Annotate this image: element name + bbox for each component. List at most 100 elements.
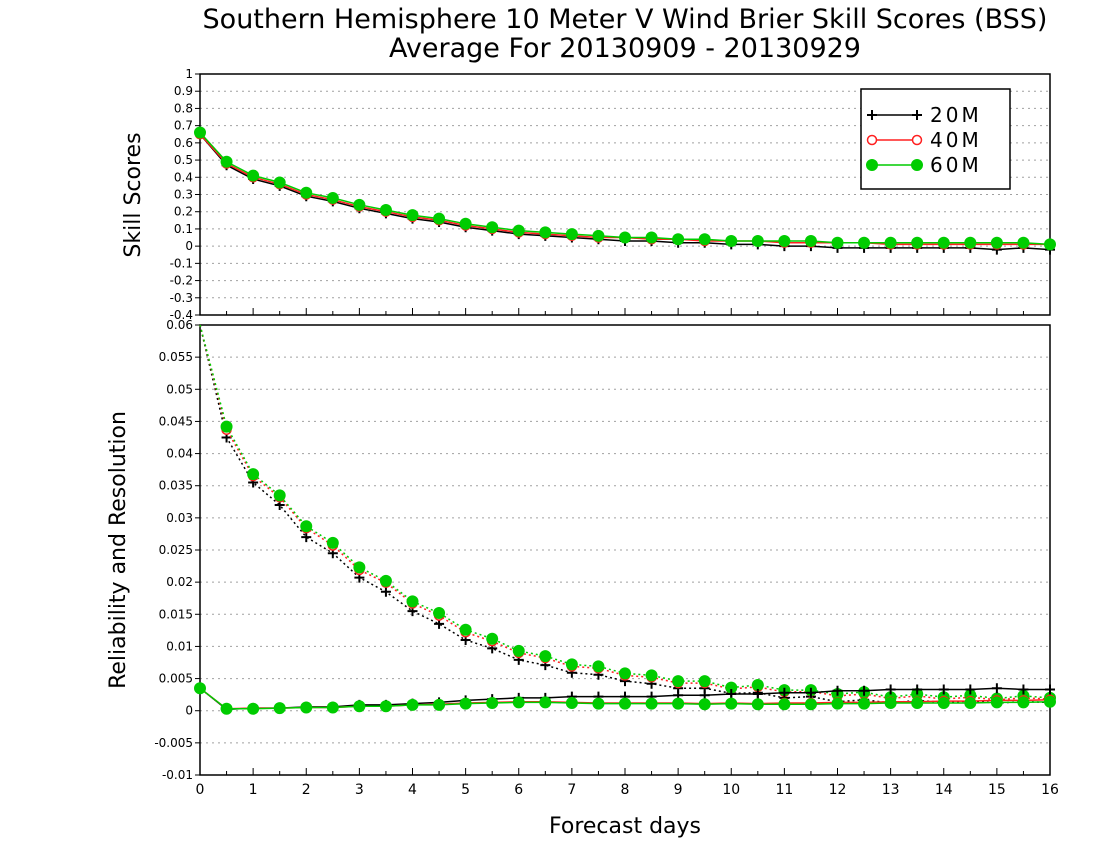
legend-label: 20M xyxy=(930,103,982,127)
series-line xyxy=(199,324,1051,701)
data-point xyxy=(964,236,977,249)
data-point xyxy=(459,623,472,636)
data-point xyxy=(592,660,605,673)
data-point xyxy=(778,698,791,711)
data-point xyxy=(672,697,685,710)
y-tick-label: -0.4 xyxy=(170,308,193,322)
x-tick-label: 10 xyxy=(722,782,740,798)
data-point xyxy=(273,702,286,715)
x-tick-label: 8 xyxy=(621,782,630,798)
legend-marker xyxy=(912,110,922,120)
data-point xyxy=(379,574,392,587)
series-line xyxy=(199,324,1051,700)
data-point xyxy=(698,675,711,688)
data-point xyxy=(619,667,631,680)
data-point xyxy=(459,697,472,710)
legend-box xyxy=(860,88,1011,190)
data-point xyxy=(938,684,949,695)
data-point xyxy=(645,669,658,682)
y-tick-label: 0.02 xyxy=(166,575,193,589)
data-point xyxy=(937,697,950,709)
x-tick-label: 2 xyxy=(302,782,311,798)
data-point xyxy=(779,687,790,698)
y-tick-label: 0.6 xyxy=(174,136,193,150)
data-point xyxy=(512,224,525,237)
series-20m-resolution xyxy=(199,324,1055,708)
y-tick-label: 0.01 xyxy=(166,639,193,653)
data-point xyxy=(326,701,339,714)
y-tick-label: 0 xyxy=(185,704,193,718)
x-tick-label: 6 xyxy=(514,782,523,798)
data-point xyxy=(565,697,578,709)
chart-title: Southern Hemisphere 10 Meter V Wind Brie… xyxy=(203,4,1048,35)
data-point xyxy=(247,468,260,481)
data-point xyxy=(672,675,685,688)
y-tick-label: 0.8 xyxy=(174,101,193,115)
data-point xyxy=(194,682,206,695)
data-point xyxy=(486,221,499,234)
y-tick-label: -0.1 xyxy=(170,256,193,270)
data-point xyxy=(726,689,737,699)
series-40m-resolution xyxy=(199,324,1056,706)
data-point xyxy=(991,683,1002,694)
data-point xyxy=(672,233,685,246)
data-point xyxy=(911,697,924,709)
x-tick-label: 12 xyxy=(829,782,847,798)
y-tick-label: 0 xyxy=(185,239,193,253)
data-point xyxy=(247,702,260,715)
data-point xyxy=(539,226,552,239)
legend-marker xyxy=(866,159,878,171)
data-point xyxy=(486,632,499,645)
data-point xyxy=(220,702,233,715)
y-tick-label: -0.2 xyxy=(170,274,193,288)
data-point xyxy=(592,229,605,242)
y-tick-label: 0.5 xyxy=(174,153,193,167)
data-point xyxy=(1017,696,1030,709)
y-tick-label: 0.1 xyxy=(174,222,193,236)
data-point xyxy=(301,532,312,543)
chart-subtitle: Average For 20130909 - 20130929 xyxy=(389,33,861,64)
data-point xyxy=(592,697,605,710)
data-point xyxy=(645,697,658,710)
x-tick-label: 0 xyxy=(196,782,205,798)
y-tick-label: 0.055 xyxy=(159,350,193,364)
data-point xyxy=(433,607,446,619)
y-tick-label: 0.05 xyxy=(166,382,193,396)
y-axis-label: Skill Scores xyxy=(121,132,146,257)
data-point xyxy=(220,420,233,433)
data-point xyxy=(805,687,816,698)
data-point xyxy=(698,698,711,711)
series-60m-reliability xyxy=(194,682,1056,715)
x-tick-label: 7 xyxy=(567,782,576,798)
data-point xyxy=(353,561,366,574)
data-point xyxy=(433,212,446,225)
data-point xyxy=(804,698,817,711)
data-point xyxy=(353,700,366,713)
data-point xyxy=(326,191,339,204)
y-tick-label: -0.005 xyxy=(154,736,193,750)
y-tick-label: 0.04 xyxy=(166,447,193,461)
legend-entry: 20M xyxy=(867,103,982,127)
data-point xyxy=(539,696,552,709)
legend-marker xyxy=(867,110,877,120)
data-point xyxy=(406,209,419,222)
data-point xyxy=(1045,684,1055,695)
data-point xyxy=(380,586,391,597)
data-point xyxy=(751,234,764,247)
reliability-resolution-panel: 0.06 0.055 0.05 0.045 0.04 0.035 0.03 0.025 0.02… xyxy=(106,318,1056,782)
data-point xyxy=(379,203,392,216)
x-tick-label: 14 xyxy=(935,782,953,798)
data-point xyxy=(565,658,578,671)
data-point xyxy=(300,701,313,714)
data-point xyxy=(645,231,658,244)
data-point xyxy=(752,689,763,699)
legend-marker xyxy=(911,159,923,171)
legend-entry: 40M xyxy=(866,128,979,152)
x-tick-label: 3 xyxy=(355,782,364,798)
y-tick-label: 0.035 xyxy=(159,479,193,493)
data-point xyxy=(433,698,446,711)
data-point xyxy=(220,155,233,168)
y-tick-label: -0.01 xyxy=(162,768,193,782)
y-tick-label: 0.06 xyxy=(166,318,193,332)
